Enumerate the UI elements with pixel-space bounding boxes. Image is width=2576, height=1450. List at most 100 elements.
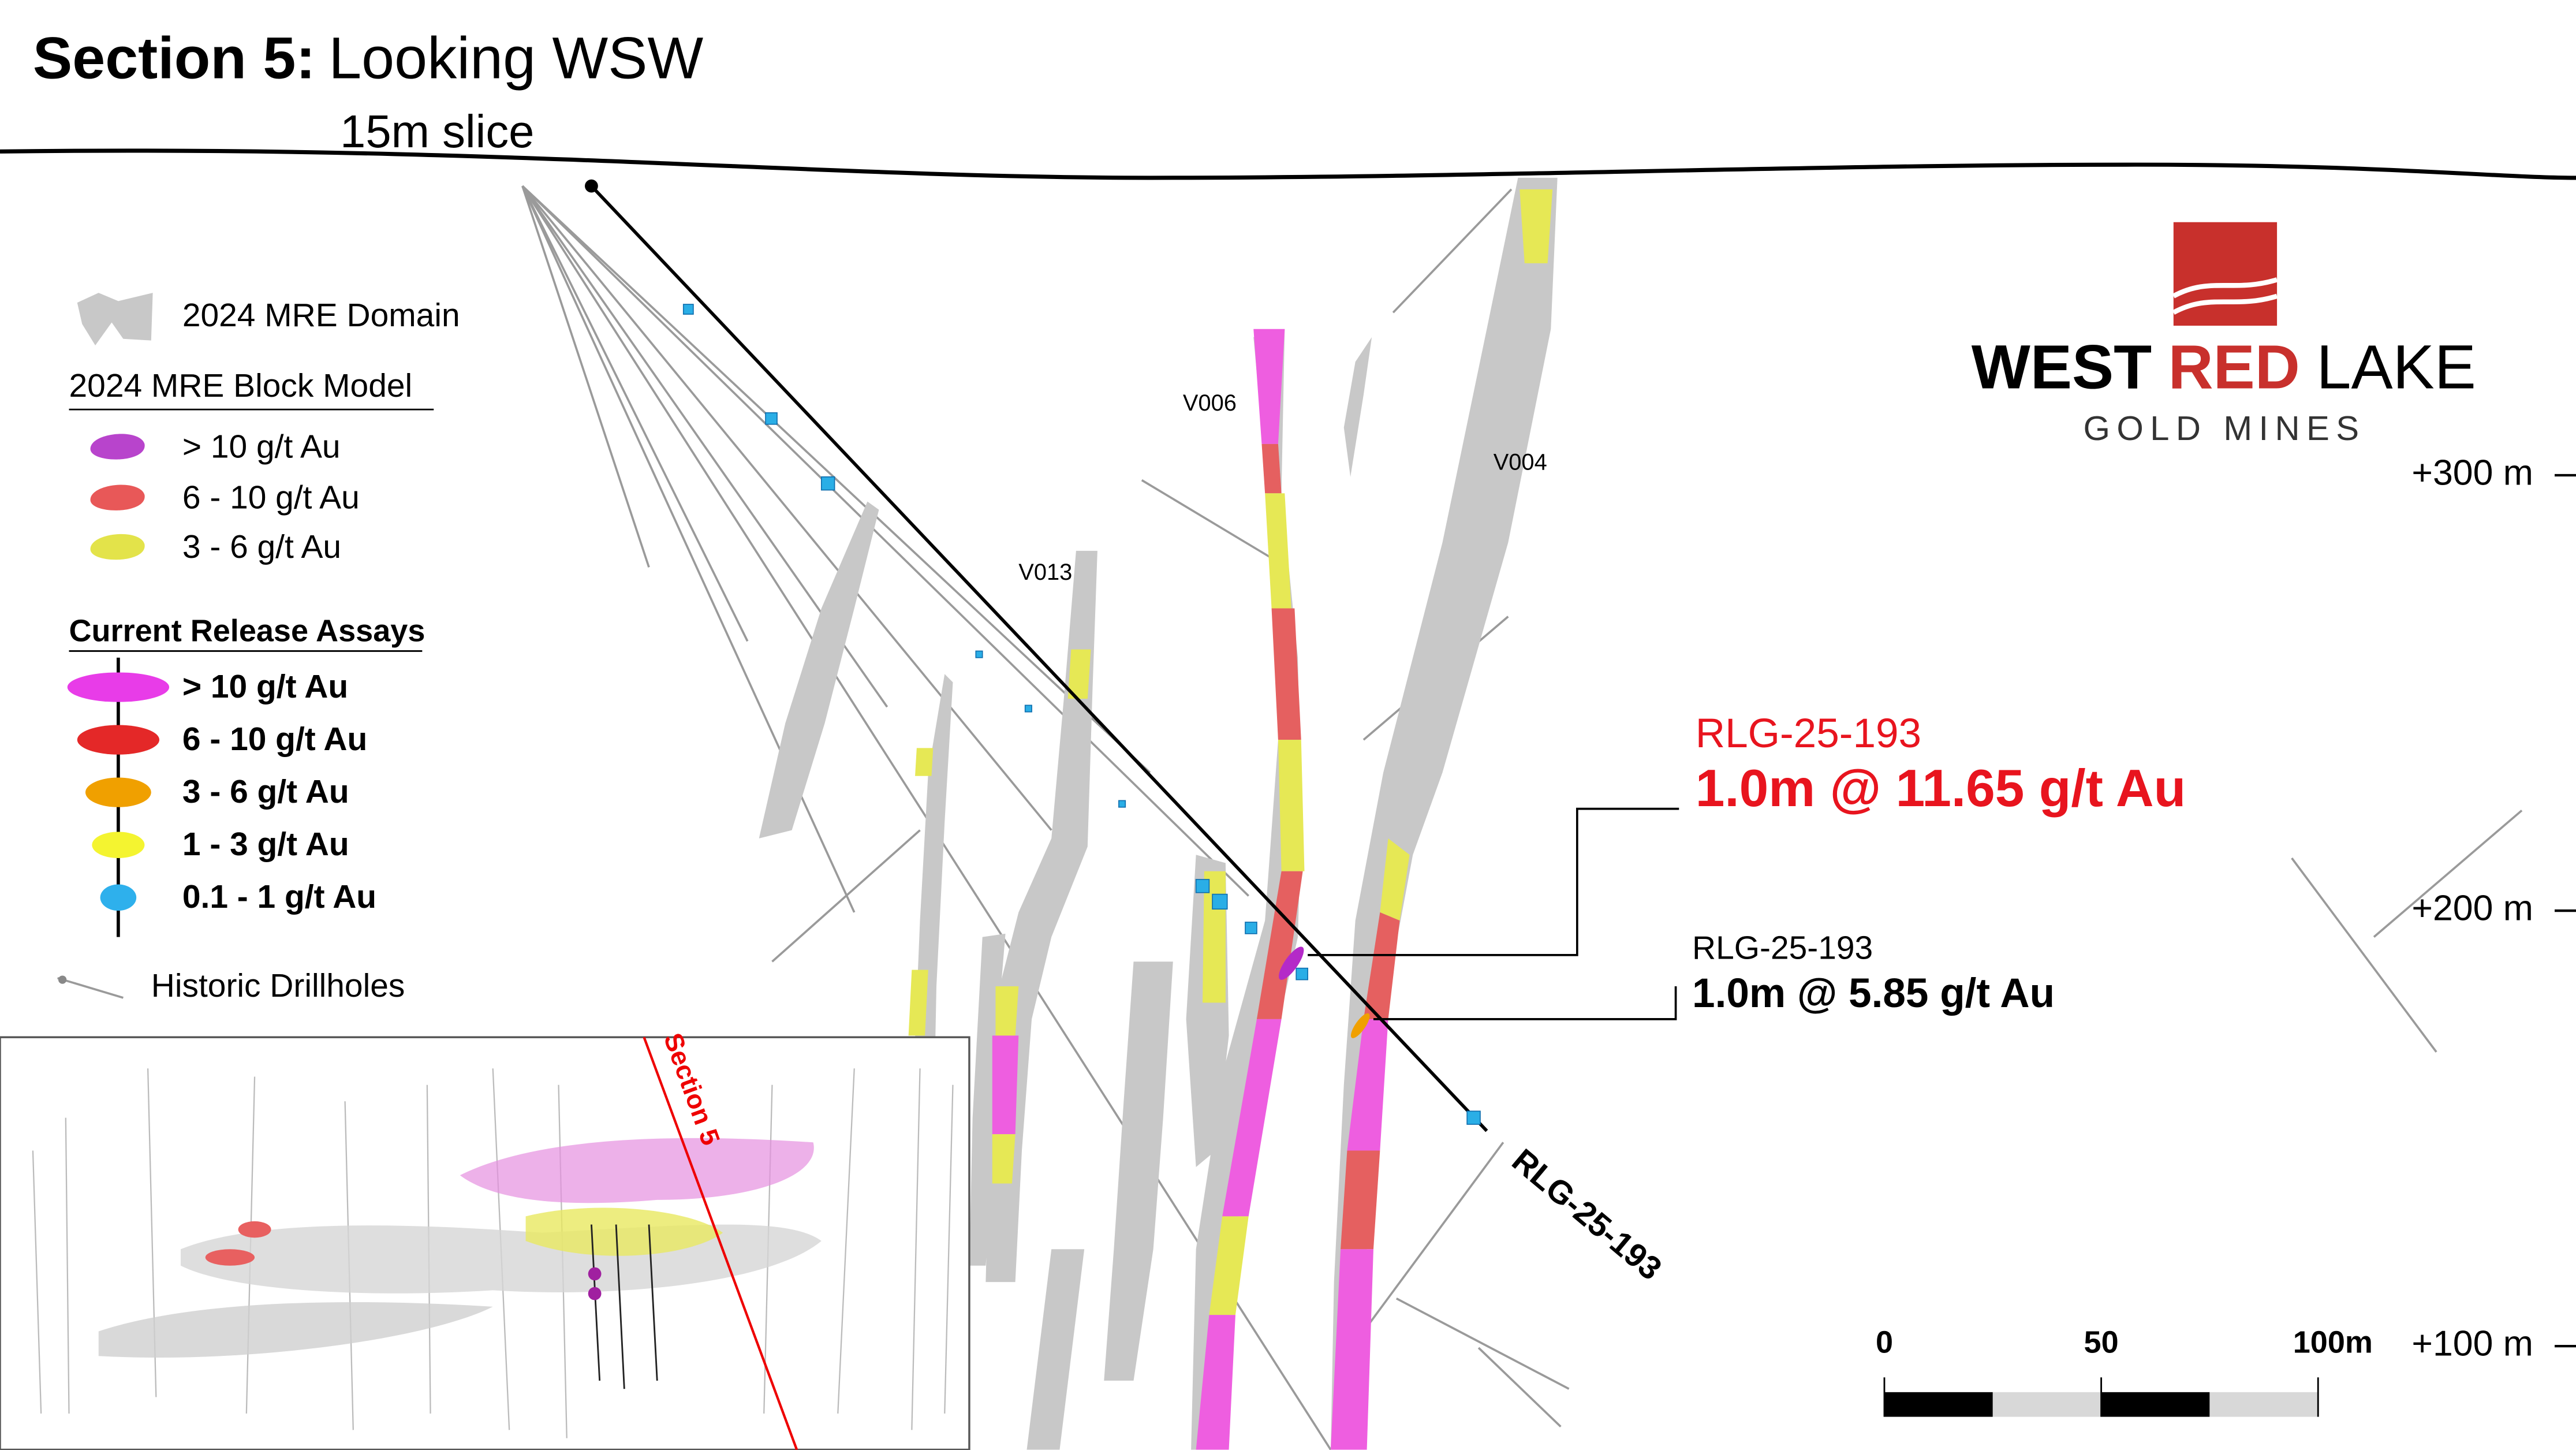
elevation-label: +100 m (2411, 1324, 2533, 1364)
block-model (908, 189, 1553, 1450)
swatch (90, 484, 145, 510)
subtitle: 15m slice (340, 106, 534, 157)
logo-lake: LAKE (2316, 331, 2476, 401)
shape-line (1362, 1142, 1504, 1332)
shape-line (521, 185, 1052, 831)
shape-rect (1212, 893, 1228, 910)
topography (0, 148, 2576, 180)
shape-rect (682, 304, 694, 315)
shape-path (1067, 649, 1091, 699)
swatch (100, 884, 137, 911)
shape-rect (2209, 1392, 2319, 1417)
shape-path (1256, 871, 1303, 1019)
title-rest: Looking WSW (328, 25, 703, 91)
shape-line (1392, 188, 1513, 314)
legend-heading: 2024 MRE Block Model (69, 367, 413, 404)
shape-line (1477, 1347, 1562, 1427)
legend-item: 0.1 - 1 g/t Au (182, 878, 376, 915)
shape-rect (1024, 705, 1032, 713)
vein-label: V013 (1018, 560, 1072, 585)
shape-ellipse (238, 1221, 271, 1238)
assay-mid (1350, 1013, 1370, 1038)
domain-swatch (77, 293, 153, 346)
vein-label: V006 (1183, 390, 1237, 416)
shape-path (995, 986, 1019, 1036)
logo-mark (2173, 222, 2278, 326)
shape-path (1026, 1249, 1085, 1450)
legend-item: 6 - 10 g/t Au (182, 721, 367, 758)
shape-rect (1992, 1392, 2101, 1417)
shape-path (1222, 1019, 1282, 1217)
vein-label: V004 (1494, 450, 1547, 475)
shape-path (1341, 1150, 1380, 1250)
logo-red: RED (2168, 331, 2300, 401)
shape-rect (820, 476, 835, 491)
logo-waves (2172, 277, 2278, 315)
collar (585, 179, 598, 193)
inset-map (0, 1036, 970, 1450)
callout-result: 1.0m @ 5.85 g/t Au (1692, 971, 2055, 1016)
shape-line (2373, 810, 2523, 938)
callout-leader (1308, 807, 1679, 956)
shape-path (1253, 329, 1285, 444)
legend-item: 6 - 10 g/t Au (182, 479, 360, 516)
swatch (92, 832, 145, 858)
shape-circle (588, 1267, 602, 1281)
scale-label: 50 (2084, 1325, 2119, 1360)
shape-line (944, 1084, 954, 1414)
shape-path (1520, 189, 1553, 263)
shape-rect (975, 650, 983, 658)
shape-path (908, 970, 928, 1036)
assay-high (1278, 946, 1304, 980)
shape-rect (1245, 922, 1257, 934)
shape-path (1330, 177, 1558, 1450)
shape-line (591, 1224, 601, 1381)
shape-rect (1884, 1392, 1993, 1417)
shape-path (1380, 838, 1410, 921)
shape-path (1265, 493, 1291, 609)
shape-g (591, 1224, 658, 1389)
title: Section 5: Looking WSW (33, 25, 704, 91)
swatch (67, 672, 170, 702)
shape-path (1104, 961, 1173, 1381)
swatch (58, 975, 67, 984)
shape-line (615, 1224, 625, 1389)
shape-path (1196, 1315, 1235, 1450)
legend-heading: Current Release Assays (69, 613, 425, 648)
elevation-ticks (2555, 474, 2576, 1348)
shape-path (1271, 608, 1301, 740)
shape-line (837, 1068, 855, 1414)
swatch (90, 434, 145, 460)
shape-ellipse (205, 1249, 255, 1266)
shape-line (911, 1068, 921, 1430)
shape-rect (2101, 1392, 2210, 1417)
swatch (77, 725, 160, 755)
callout-result: 1.0m @ 11.65 g/t Au (1696, 759, 2186, 818)
shape-path (1261, 443, 1282, 494)
legend-item: > 10 g/t Au (182, 428, 341, 465)
shape-path (992, 1035, 1019, 1135)
shape-rect (1195, 879, 1210, 893)
shape-line (65, 1117, 70, 1414)
legend-item: 3 - 6 g/t Au (182, 773, 349, 810)
shape-path (1330, 1249, 1373, 1450)
elevation-label: +200 m (2411, 888, 2533, 929)
shape-circle (588, 1287, 602, 1300)
title-bold: Section 5: (33, 25, 316, 91)
shape-line (1141, 479, 1274, 560)
shape-line (771, 829, 921, 963)
shape-rect (765, 412, 778, 425)
scale-label: 100m (2293, 1325, 2373, 1360)
legend-item: > 10 g/t Au (182, 668, 348, 705)
shape-line (57, 976, 124, 999)
shape-path (1278, 740, 1305, 871)
callout-leader (1373, 986, 1677, 1020)
logo-west: WEST (1972, 331, 2152, 401)
shape-line (521, 185, 650, 568)
shape-line (32, 1150, 42, 1414)
shape-line (1395, 1297, 1570, 1390)
shape-line (521, 185, 1151, 774)
legend-domain: 2024 MRE Domain (182, 297, 460, 334)
